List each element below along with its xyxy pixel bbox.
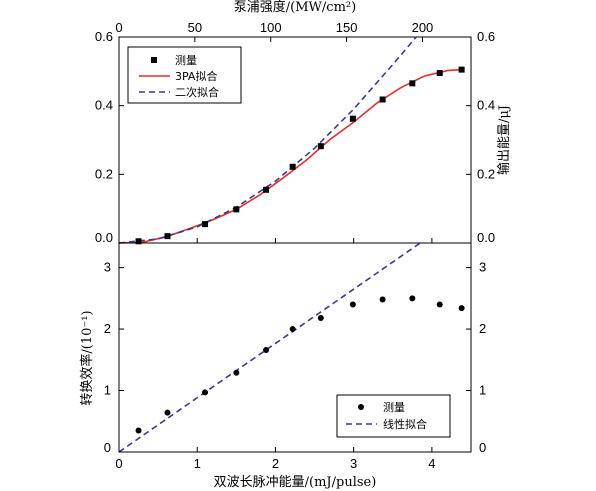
top-axis-title: 泵浦强度/(MW/cm²) xyxy=(234,0,356,15)
y-tick-label-right: 3 xyxy=(479,260,486,275)
legend-marker-measured-bottom xyxy=(358,404,364,410)
x-tick-label: 4 xyxy=(428,456,435,471)
data-point xyxy=(263,346,270,353)
top-x-tick-label: 0 xyxy=(115,20,122,35)
legend-label-linear: 线性拟合 xyxy=(383,417,427,431)
x-tick-label: 3 xyxy=(350,456,357,471)
series-line-二次拟合 xyxy=(118,36,417,244)
top-y-tick-label-right: 0.0 xyxy=(477,230,495,245)
top-axes-layer: 0 50 100 150 200 0.0 0.0 0.2 0.2 0.4 0.4 0.6 0.6 xyxy=(95,20,495,245)
x-axis-title: 双波长脉冲能量/(mJ/pulse) xyxy=(214,475,377,490)
y-tick-label-right: 1 xyxy=(479,383,486,398)
top-panel: 0 50 100 150 200 0.0 0.0 0.2 0.2 0.4 0.4 0.6 0.6 泵浦强… xyxy=(95,0,512,245)
data-point xyxy=(233,369,240,376)
bottom-plot-frame xyxy=(118,242,472,453)
bottom-panel: 0 1 2 3 40 01 12 23 3 双波长脉冲能量/(mJ/pulse) 转换效率/(1… xyxy=(79,242,486,490)
data-point xyxy=(379,96,386,103)
y-tick-label-left: 0 xyxy=(104,440,111,455)
series-line-线性拟合 xyxy=(118,242,421,453)
legend-label-quadratic: 二次拟合 xyxy=(175,85,219,99)
y-tick-label-left: 3 xyxy=(104,260,111,275)
top-x-tick-label: 200 xyxy=(412,20,434,35)
y-tick-label-left: 1 xyxy=(104,383,111,398)
legend-label-3pa: 3PA拟合 xyxy=(175,69,217,83)
data-point xyxy=(233,206,240,213)
data-point xyxy=(409,80,416,87)
data-point xyxy=(164,233,171,240)
data-point xyxy=(436,301,443,308)
data-point xyxy=(135,238,142,245)
x-tick-label: 1 xyxy=(194,456,201,471)
data-point xyxy=(349,115,356,122)
top-legend: 测量 3PA拟合 二次拟合 xyxy=(127,46,242,104)
top-legend-box xyxy=(127,46,242,104)
top-data-layer xyxy=(118,36,465,245)
data-point xyxy=(289,163,296,170)
data-point xyxy=(317,314,324,321)
bottom-legend-box xyxy=(336,394,451,438)
data-point xyxy=(164,409,171,416)
data-point xyxy=(409,295,416,302)
top-y-tick-label-right: 0.6 xyxy=(477,29,495,44)
data-point xyxy=(379,296,386,303)
y-tick-label-left: 2 xyxy=(104,321,111,336)
top-y-tick-label-left: 0.6 xyxy=(95,29,113,44)
data-point xyxy=(202,221,209,228)
bottom-axes-layer: 0 1 2 3 40 01 12 23 3 xyxy=(104,260,486,471)
legend-label-measured-bottom: 测量 xyxy=(383,401,405,414)
bottom-legend: 测量 线性拟合 xyxy=(336,394,451,438)
legend-label-measured: 测量 xyxy=(175,54,197,67)
data-point xyxy=(289,326,296,333)
top-x-tick-label: 50 xyxy=(188,20,202,35)
top-x-tick-label: 100 xyxy=(260,20,282,35)
data-point xyxy=(458,66,465,73)
data-point xyxy=(263,186,270,193)
y-tick-label-right: 2 xyxy=(479,321,486,336)
top-y-tick-label-right: 0.4 xyxy=(477,98,495,113)
top-y-tick-label-right: 0.2 xyxy=(477,166,495,181)
data-point xyxy=(458,305,465,312)
legend-marker-measured xyxy=(151,57,157,63)
y-tick-label-right: 0 xyxy=(479,440,486,455)
data-point xyxy=(317,143,324,150)
top-y-tick-label-left: 0.4 xyxy=(95,98,113,113)
x-tick-label: 2 xyxy=(272,456,279,471)
data-point xyxy=(436,70,443,77)
top-x-tick-label: 150 xyxy=(336,20,358,35)
data-point xyxy=(135,427,142,434)
top-y-tick-label-left: 0.2 xyxy=(95,166,113,181)
bottom-data-layer xyxy=(118,242,465,453)
data-point xyxy=(349,301,356,308)
top-y-tick-label-left: 0.0 xyxy=(95,230,113,245)
x-tick-label: 0 xyxy=(115,456,122,471)
data-point xyxy=(202,389,209,396)
right-axis-title: 输出能量/μJ xyxy=(496,105,512,175)
left-axis-title: 转换效率/(10⁻¹) xyxy=(79,310,95,405)
